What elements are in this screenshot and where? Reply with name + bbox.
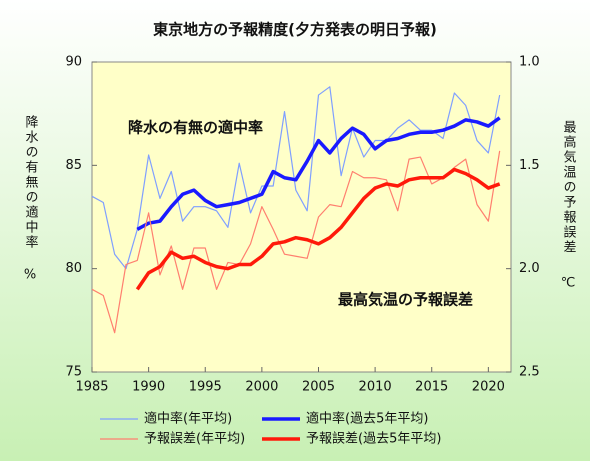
legend-label: 予報誤差(過去5年平均) [306, 431, 441, 447]
y2-tick-label: 2.0 [519, 261, 540, 276]
x-tick-label: 2010 [359, 380, 392, 395]
x-tick-label: 1995 [189, 380, 222, 395]
y-tick-label: 80 [65, 261, 82, 276]
series-line [91, 150, 501, 334]
y-axis-unit: % [24, 268, 36, 283]
y2-tick-label: 1.0 [519, 55, 540, 70]
y-tick-label: 85 [65, 158, 82, 173]
series-line [135, 167, 501, 291]
y2-axis-unit: ℃ [561, 276, 576, 291]
x-tick-label: 2020 [472, 380, 505, 395]
chart-title: 東京地方の予報精度(夕方発表の明日予報) [153, 21, 437, 39]
x-tick-label: 1985 [75, 380, 108, 395]
y2-tick-label: 1.5 [519, 158, 540, 173]
y2-axis-label: 最高気温の予報誤差 [561, 120, 577, 255]
legend-label: 適中率(年平均) [144, 411, 232, 427]
legend-label: 予報誤差(年平均) [144, 431, 245, 447]
y-axis-label: 降水の有無の適中率 [23, 115, 39, 250]
annotation: 最高気温の予報誤差 [338, 291, 473, 309]
x-tick-label: 2000 [245, 380, 278, 395]
plot-area [91, 61, 512, 373]
y-tick-label: 90 [65, 55, 82, 70]
x-tick-label: 2005 [302, 380, 335, 395]
annotation: 降水の有無の適中率 [128, 119, 263, 137]
series-line [136, 116, 501, 231]
legend-label: 適中率(過去5年平均) [306, 411, 428, 427]
series-line [91, 86, 501, 270]
y2-tick-label: 2.5 [519, 365, 540, 380]
x-tick-label: 2015 [415, 380, 448, 395]
y-tick-label: 75 [65, 365, 82, 380]
x-tick-label: 1990 [132, 380, 165, 395]
